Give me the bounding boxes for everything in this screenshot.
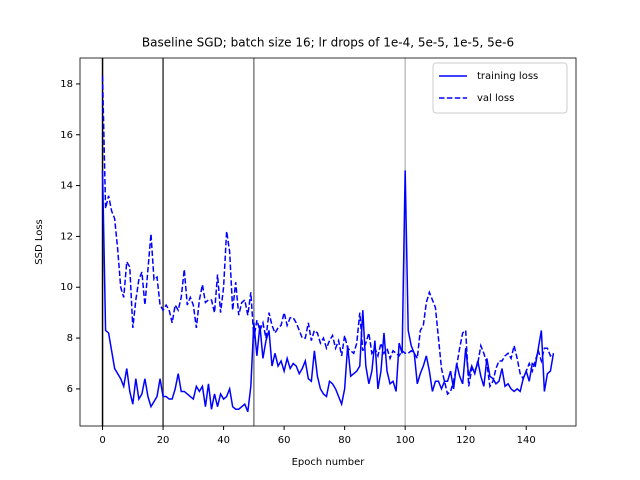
plot-frame bbox=[79, 57, 577, 427]
y-tick-label: 6 bbox=[67, 384, 73, 395]
x-tick-label: 60 bbox=[278, 435, 291, 446]
x-tick-label: 80 bbox=[338, 435, 351, 446]
legend-label: val loss bbox=[477, 93, 514, 104]
x-tick-label: 0 bbox=[99, 435, 105, 446]
x-tick-label: 140 bbox=[517, 435, 536, 446]
y-axis-label: SSD Loss bbox=[34, 219, 45, 265]
chart-title: Baseline SGD; batch size 16; lr drops of… bbox=[142, 36, 514, 50]
y-tick-label: 10 bbox=[60, 282, 73, 293]
series-line bbox=[101, 170, 555, 413]
y-tick-label: 14 bbox=[60, 181, 73, 192]
x-tick-label: 120 bbox=[456, 435, 475, 446]
y-tick-label: 8 bbox=[67, 333, 73, 344]
y-tick-label: 16 bbox=[60, 130, 73, 141]
legend-label: training loss bbox=[477, 71, 538, 82]
x-axis-label: Epoch number bbox=[292, 457, 366, 468]
x-tick-label: 20 bbox=[157, 435, 170, 446]
y-tick-label: 12 bbox=[60, 231, 73, 242]
series-line bbox=[101, 76, 554, 396]
y-tick-label: 18 bbox=[60, 79, 73, 90]
x-tick-label: 100 bbox=[396, 435, 415, 446]
x-tick-label: 40 bbox=[217, 435, 230, 446]
